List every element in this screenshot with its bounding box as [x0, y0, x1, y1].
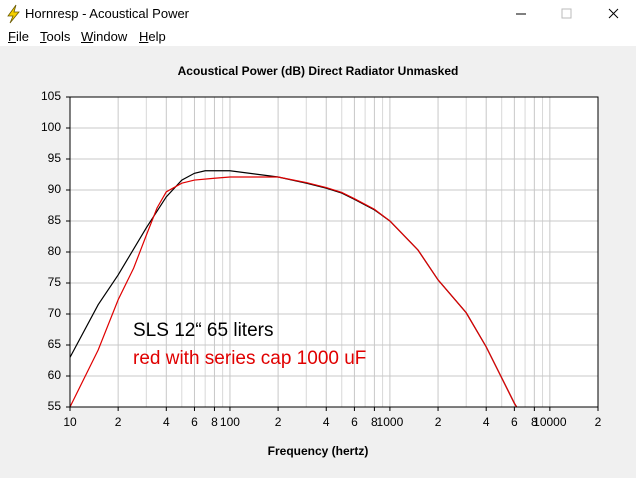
x-tick-label: 2: [435, 415, 442, 429]
x-tick-label: 10000: [533, 415, 567, 429]
x-tick-label: 8: [531, 415, 538, 429]
y-tick-label: 95: [48, 151, 62, 165]
series-line: [70, 176, 518, 407]
y-tick-label: 65: [48, 337, 62, 351]
x-tick-label: 8: [371, 415, 378, 429]
y-tick-label: 55: [48, 399, 62, 413]
x-tick-label: 4: [163, 415, 170, 429]
annotation: SLS 12“ 65 liters: [133, 320, 273, 341]
y-tick-label: 80: [48, 244, 62, 258]
app-icon: [7, 4, 20, 24]
window-controls[interactable]: [506, 0, 636, 28]
y-tick-label: 100: [41, 120, 61, 134]
y-tick-label: 70: [48, 306, 62, 320]
y-tick-label: 75: [48, 275, 62, 289]
close-button[interactable]: [608, 8, 619, 19]
x-tick-label: 2: [275, 415, 282, 429]
x-tick-label: 2: [595, 415, 602, 429]
x-tick-label: 10: [63, 415, 77, 429]
x-tick-label: 8: [211, 415, 218, 429]
x-tick-label: 100: [220, 415, 240, 429]
chart-title: Acoustical Power (dB) Direct Radiator Un…: [178, 64, 459, 78]
y-tick-label: 105: [41, 89, 61, 103]
x-axis-label: Frequency (hertz): [268, 444, 369, 458]
x-tick-label: 4: [323, 415, 330, 429]
menu-item[interactable]: File: [8, 29, 29, 44]
menu-bar: File Tools Window Help: [0, 28, 636, 46]
maximize-button[interactable]: [561, 8, 572, 19]
plot-lines: [70, 170, 518, 407]
x-tick-label: 1000: [377, 415, 404, 429]
annotation: red with series cap 1000 uF: [133, 348, 366, 369]
x-tick-label: 2: [115, 415, 122, 429]
menu-item[interactable]: Tools: [40, 29, 71, 44]
menu-item[interactable]: Window: [81, 29, 128, 44]
y-tick-label: 85: [48, 213, 62, 227]
title-bar: Hornresp - Acoustical Power: [0, 0, 636, 28]
menu-item[interactable]: Help: [139, 29, 166, 44]
x-tick-label: 6: [351, 415, 358, 429]
x-tick-label: 6: [191, 415, 198, 429]
x-tick-label: 6: [511, 415, 518, 429]
x-tick-label: 4: [483, 415, 490, 429]
plot-border: [69, 96, 599, 408]
y-tick-label: 90: [48, 182, 62, 196]
window-title: Hornresp - Acoustical Power: [25, 6, 190, 21]
y-tick-label: 60: [48, 368, 62, 382]
